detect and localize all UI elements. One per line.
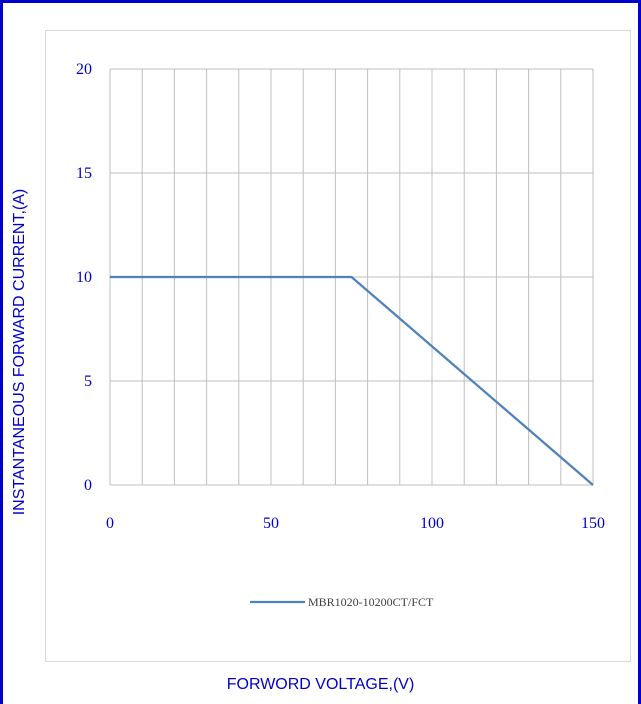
y-tick-label: 0: [84, 477, 92, 494]
legend-label: MBR1020-10200CT/FCT: [308, 595, 434, 609]
x-tick-label: 100: [420, 515, 444, 532]
x-tick-label: 150: [581, 515, 605, 532]
y-tick-label: 20: [76, 61, 92, 78]
tick-labels: 0 5 10 15 20 0 50 100 150: [76, 61, 605, 532]
legend: MBR1020-10200CT/FCT: [250, 595, 434, 609]
y-tick-label: 5: [84, 373, 92, 390]
x-axis-title: FORWORD VOLTAGE,(V): [226, 676, 415, 693]
x-tick-label: 0: [106, 515, 114, 532]
series-layer: [110, 275, 594, 486]
y-axis-title: INSTANTANEOUS FORWARD CURRENT,(A): [11, 188, 28, 516]
y-tick-label: 15: [76, 165, 92, 182]
series-line: [110, 275, 594, 486]
x-tick-label: 50: [263, 515, 279, 532]
y-tick-label: 10: [76, 269, 92, 286]
y-axis-title-container: INSTANTANEOUS FORWARD CURRENT,(A): [0, 0, 40, 704]
